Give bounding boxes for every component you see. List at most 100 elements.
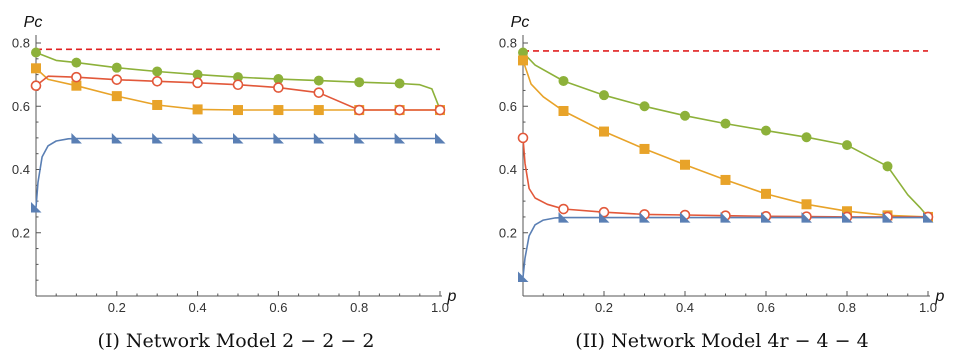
series-1-point (233, 105, 243, 116)
series-1-point (558, 105, 569, 116)
x-tick-label: 0.4 (189, 300, 207, 315)
series-2-point (30, 80, 42, 91)
y-tick-label: 0.6 (12, 99, 30, 114)
series-0-point (720, 118, 731, 129)
series-1-point (599, 126, 609, 137)
series-3-point (518, 271, 529, 283)
series-2-point (313, 87, 325, 98)
chart-caption: (II) Network Model 4r − 4 − 4 (575, 330, 868, 352)
series-1-point (639, 143, 650, 154)
series-2-point (517, 132, 529, 144)
series-2-point (353, 104, 365, 116)
series-3-point (152, 133, 163, 144)
series-3-point (720, 212, 731, 223)
series-1-point (273, 105, 284, 116)
series-0-point (680, 110, 690, 121)
y-tick-label: 0.8 (499, 36, 517, 51)
chart-caption: (I) Network Model 2 − 2 − 2 (98, 330, 375, 352)
series-1-point (761, 188, 771, 199)
series-2-point (151, 75, 163, 87)
y-tick-label: 0.4 (499, 162, 517, 177)
y-tick-label: 0.2 (499, 225, 517, 240)
series-0-point (558, 75, 569, 86)
series-3-point (558, 212, 569, 223)
series-2-point (434, 104, 446, 116)
x-axis-label: p (447, 288, 457, 305)
series-0-point (192, 69, 203, 80)
series-1-point (518, 55, 528, 66)
series-0-point (842, 140, 852, 151)
series-line-3 (522, 216, 928, 278)
y-tick-label: 0.6 (499, 99, 517, 114)
series-1-point (31, 63, 41, 74)
series-3-point (761, 212, 772, 223)
series-0-point (518, 47, 528, 58)
y-tick-label: 0.2 (12, 225, 30, 240)
x-tick-label: 0.8 (838, 300, 856, 315)
x-tick-label: 1.0 (919, 300, 937, 315)
series-3-point (354, 133, 365, 144)
series-0-point (152, 66, 163, 77)
series-1-point (842, 206, 852, 217)
x-tick-label: 0.2 (108, 300, 126, 315)
series-0-point (31, 47, 41, 58)
series-3-point (923, 212, 934, 223)
x-axis-label: p (935, 288, 945, 305)
series-3-point (882, 212, 893, 223)
series-0-point (761, 125, 771, 136)
series-3-point (639, 212, 650, 223)
series-line-0 (522, 51, 929, 218)
series-1-point (801, 199, 812, 210)
series-line-1 (522, 60, 929, 218)
series-3-point (394, 133, 406, 144)
series-2-point (71, 71, 82, 83)
series-3-point (192, 133, 204, 144)
series-1-point (192, 104, 203, 115)
series-3-point (435, 133, 446, 144)
series-0-point (273, 74, 284, 85)
series-0-point (394, 78, 405, 89)
series-0-point (313, 75, 324, 86)
chart-network-model-4r-4-4: 0.2 0.4 0.6 0.8 1.0 0.2 0.4 0.6 0.8 Pc p (II) Netwo… (499, 14, 945, 352)
y-axis-label: Pc (24, 14, 43, 31)
series-3-point (313, 133, 325, 144)
series-2-point (598, 206, 610, 218)
series-3-point (31, 201, 42, 213)
series-2-point (273, 82, 284, 93)
series-3-point (273, 133, 284, 144)
series-0-point (354, 77, 365, 88)
series-3-point (599, 212, 610, 223)
series-1-point (71, 80, 82, 91)
x-tick-label: 0.6 (757, 300, 775, 315)
series-1-point (111, 91, 122, 102)
x-tick-label: 0.2 (595, 300, 613, 315)
x-tick-label: 0.4 (676, 300, 694, 315)
series-3-point (680, 212, 691, 223)
y-tick-label: 0.8 (12, 36, 30, 51)
series-3-point (71, 133, 82, 144)
series-2-point (111, 74, 123, 85)
series-0-point (233, 72, 243, 83)
series-line-3 (35, 137, 440, 208)
series-2-point (232, 79, 244, 91)
series-2-point (558, 203, 569, 215)
x-tick-label: 0.8 (350, 300, 368, 315)
series-3-point (233, 133, 244, 144)
series-1-point (152, 99, 163, 110)
y-axis-label: Pc (511, 14, 530, 31)
series-2-point (394, 104, 405, 116)
series-0-point (599, 90, 609, 101)
series-0-point (801, 132, 812, 143)
series-3-point (801, 212, 812, 223)
series-0-point (882, 161, 893, 172)
series-2-point (192, 77, 203, 89)
x-tick-label: 1.0 (431, 300, 449, 315)
chart-network-model-2-2-2: 0.2 0.4 0.6 0.8 1.0 0.2 0.4 0.6 0.8 Pc p (I) Networ… (12, 14, 457, 352)
y-tick-label: 0.4 (12, 162, 30, 177)
series-0-point (639, 101, 650, 112)
series-line-0 (35, 51, 441, 110)
series-3-point (111, 133, 123, 144)
series-1-point (680, 159, 690, 170)
series-1-point (720, 174, 731, 185)
